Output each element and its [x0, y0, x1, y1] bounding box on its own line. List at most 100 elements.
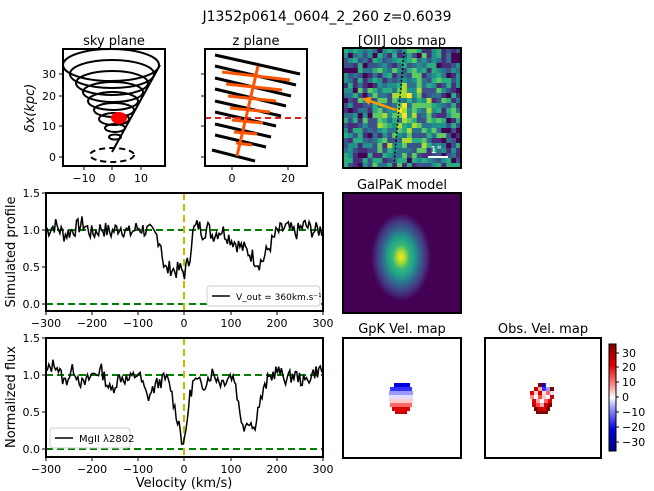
oii-pixel	[431, 103, 437, 109]
oii-pixel	[387, 163, 393, 168]
oii-pixel	[456, 48, 461, 54]
oii-pixel	[362, 53, 368, 59]
oii-pixel	[456, 138, 461, 144]
oii-pixel	[456, 53, 461, 59]
oii-pixel	[392, 78, 398, 84]
oii-pixel	[421, 108, 427, 114]
oii-pixel	[436, 108, 442, 114]
oii-pixel	[343, 153, 349, 159]
oii-pixel	[426, 83, 432, 89]
oii-pixel	[343, 163, 349, 168]
norm-xtick: 200	[267, 463, 288, 476]
oii-pixel	[387, 93, 393, 99]
oii-pixel	[357, 133, 363, 139]
oii-pixel	[446, 108, 452, 114]
oii-pixel	[411, 73, 418, 79]
oii-pixel	[343, 123, 349, 129]
oii-pixel	[343, 83, 349, 89]
oii-pixel	[362, 78, 368, 84]
oii-pixel	[387, 118, 393, 124]
oii-pixel	[421, 143, 427, 149]
oii-pixel	[347, 143, 354, 149]
norm-xtick: 300	[313, 463, 334, 476]
oii-pixel	[416, 148, 422, 154]
sky-xtick: 10	[134, 172, 148, 185]
oii-pixel	[357, 78, 363, 84]
norm-legend: MgII λ2802	[49, 427, 134, 449]
oii-pixel	[357, 88, 363, 94]
oii-pixel	[357, 63, 363, 69]
z-ticks	[201, 73, 289, 170]
oii-pixel	[431, 118, 437, 124]
oii-pixel	[387, 88, 393, 94]
oii-pixel	[441, 48, 447, 54]
oii-pixel	[397, 113, 403, 119]
oii-pixel	[411, 63, 418, 69]
oii-pixel	[456, 63, 461, 69]
oii-pixel	[367, 143, 373, 149]
oii-pixel	[352, 163, 359, 168]
oii-pixel	[397, 68, 403, 74]
oii-pixel	[387, 98, 393, 104]
oii-pixel	[362, 158, 368, 164]
oii-pixel	[421, 133, 427, 139]
oii-pixel	[421, 158, 427, 164]
oii-pixel	[382, 83, 388, 89]
norm-ytick: 0.5	[23, 406, 41, 419]
oii-pixel	[446, 98, 452, 104]
sky-xtick: −10	[72, 172, 95, 185]
oii-pixel	[402, 153, 408, 159]
oii-pixel	[352, 58, 359, 64]
oii-pixel	[372, 128, 378, 134]
oii-pixel	[362, 108, 368, 114]
oii-pixel	[347, 98, 354, 104]
oii-pixel	[421, 163, 427, 168]
oii-pixel	[416, 88, 422, 94]
sky-ylabel: δx(kpc)	[23, 84, 38, 133]
oii-map-pixels	[343, 48, 461, 168]
oii-pixel	[441, 103, 447, 109]
oii-pixel	[347, 128, 354, 134]
oii-pixel	[426, 53, 432, 59]
oii-pixel	[377, 68, 383, 74]
oii-pixel	[352, 118, 359, 124]
oii-pixel	[436, 153, 442, 159]
oii-pixel	[416, 138, 422, 144]
oii-pixel	[343, 158, 349, 164]
oii-pixel	[347, 63, 354, 69]
oii-pixel	[446, 63, 452, 69]
oii-pixel	[406, 73, 413, 79]
oii-pixel	[411, 53, 418, 59]
oii-pixel	[387, 63, 393, 69]
oii-pixel	[357, 73, 363, 79]
oii-pixel	[426, 108, 432, 114]
oii-pixel	[451, 78, 457, 84]
oii-pixel	[372, 108, 378, 114]
oii-pixel	[367, 118, 373, 124]
oii-pixel	[446, 163, 452, 168]
oii-pixel	[441, 163, 447, 168]
oii-pixel	[451, 68, 457, 74]
sim-xtick: −300	[31, 317, 61, 330]
oii-pixel	[362, 73, 368, 79]
oii-pixel	[362, 128, 368, 134]
sky-ticks	[59, 73, 142, 170]
oii-pixel	[426, 128, 432, 134]
oii-pixel	[436, 103, 442, 109]
oii-pixel	[426, 163, 432, 168]
oii-pixel	[397, 123, 403, 129]
oii-pixel	[426, 73, 432, 79]
oii-pixel	[431, 63, 437, 69]
oii-pixel	[416, 143, 422, 149]
oii-pixel	[406, 53, 413, 59]
oii-pixel	[382, 58, 388, 64]
colorbar-tick: −10	[622, 406, 645, 419]
oii-pixel	[446, 128, 452, 134]
oii-pixel	[367, 148, 373, 154]
oii-pixel	[441, 93, 447, 99]
oii-pixel	[441, 143, 447, 149]
oii-pixel	[367, 163, 373, 168]
oii-pixel	[441, 73, 447, 79]
oii-pixel	[387, 83, 393, 89]
oii-pixel	[421, 78, 427, 84]
